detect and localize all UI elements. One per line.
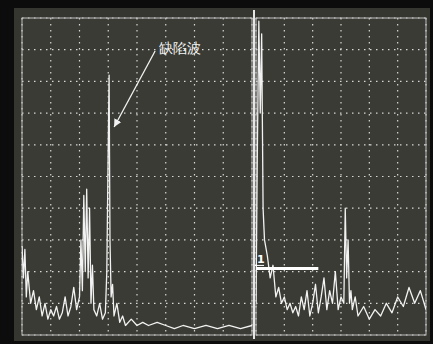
grid-line [22,239,252,240]
frame [256,18,426,335]
annotation: 缺陷波 [159,40,201,56]
grid-line [256,144,426,145]
grid-line [256,176,426,177]
grid-line [22,303,252,304]
marks [256,21,426,319]
panel: 1 [255,18,426,335]
grid-line [194,18,195,335]
display [14,8,430,341]
grid-line [256,239,426,240]
plot-area [256,18,426,335]
separator [253,10,255,339]
grid-line [22,112,252,113]
panel: 缺陷波 [22,18,252,335]
gate [256,267,318,270]
grid-line [223,18,224,335]
grid-line [369,18,370,335]
grid-line [397,18,398,335]
grid-line [22,81,252,82]
plot-area [22,18,252,335]
annotation-arrow [114,51,155,127]
grid-line [22,271,252,272]
bezel [0,0,433,344]
grid-line [50,18,51,335]
grid-line [284,18,285,335]
frame [22,18,252,335]
grid-line [256,112,426,113]
grid-line [256,271,426,272]
gate-label: 1 [257,253,265,266]
grid-line [312,18,313,335]
grid-line [256,49,426,50]
waveform [22,75,252,329]
grid-line [22,49,252,50]
grid-line [22,144,252,145]
grid-line [256,208,426,209]
grid-line [256,81,426,82]
waveform [256,21,426,319]
grid-line [22,208,252,209]
grid-line [22,176,252,177]
screen: 缺陷波 1 [0,0,433,344]
marks [22,75,252,329]
